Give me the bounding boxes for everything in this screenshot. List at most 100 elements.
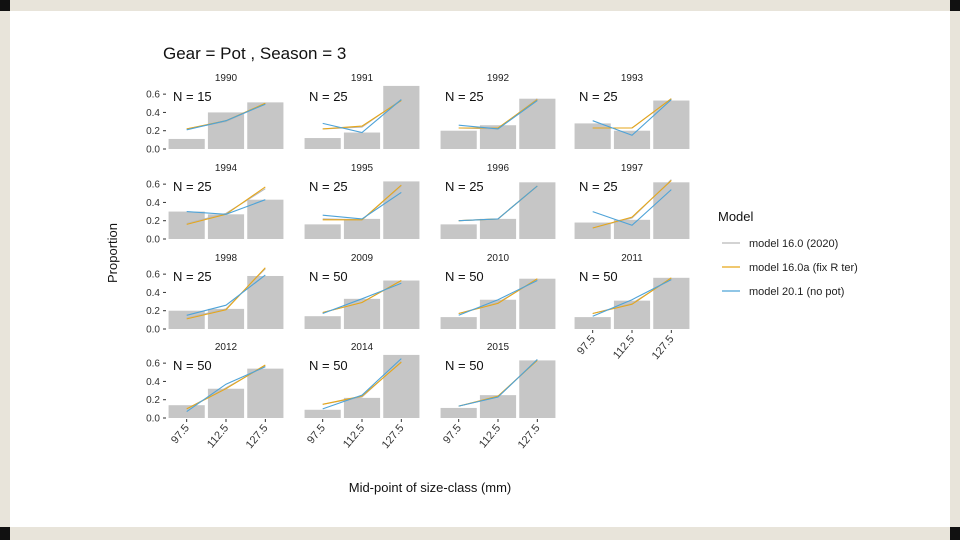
bar-97.5 (304, 316, 341, 329)
series-line-3 (458, 100, 538, 130)
y-tick-label: 0.2 (146, 306, 160, 317)
n-label: N = 50 (173, 358, 212, 373)
y-axis-title: Proportion (105, 223, 120, 283)
y-tick-label: 0.2 (146, 216, 160, 227)
legend-label: model 16.0 (2020) (749, 238, 838, 250)
y-tick-label: 0.0 (146, 235, 160, 246)
x-tick-label: 112.5 (611, 333, 637, 361)
bar-97.5 (574, 222, 611, 239)
legend-entry-3: model 20.1 (no pot) (722, 286, 844, 298)
bar-127.5 (383, 181, 420, 239)
n-label: N = 15 (173, 89, 212, 104)
series-line-2 (186, 267, 266, 320)
bar-112.5 (343, 397, 381, 418)
panel-year-label: 1997 (621, 163, 644, 174)
bar-97.5 (304, 224, 341, 239)
series-line-3 (186, 199, 266, 215)
n-label: N = 25 (173, 179, 212, 194)
legend-label: model 20.1 (no pot) (749, 286, 844, 298)
y-tick-label: 0.6 (146, 90, 160, 101)
corner-bottom-left (0, 527, 10, 540)
panel-year-label: 1992 (487, 73, 510, 84)
legend-entry-2: model 16.0a (fix R ter) (722, 262, 858, 274)
bar-127.5 (383, 85, 420, 149)
panel-year-label: 1993 (621, 73, 644, 84)
corner-top-right (950, 0, 960, 11)
bar-112.5 (479, 299, 517, 329)
panel-year-label: 2012 (215, 342, 238, 353)
panel-year-label: 1995 (351, 163, 374, 174)
bar-112.5 (479, 218, 517, 239)
y-tick-label: 0.4 (146, 108, 160, 119)
n-label: N = 25 (309, 89, 348, 104)
panel-year-label: 1991 (351, 73, 374, 84)
bar-127.5 (247, 199, 284, 239)
bar-97.5 (574, 123, 611, 149)
bar-112.5 (207, 388, 245, 418)
bar-97.5 (440, 317, 477, 329)
series-line-2 (322, 184, 402, 221)
series-line-3 (186, 366, 266, 413)
bar-112.5 (479, 395, 517, 418)
series-line-3 (322, 99, 402, 134)
x-axis-title: Mid-point of size-class (mm) (349, 480, 512, 495)
series-line-3 (592, 279, 672, 317)
corner-top-left (0, 0, 10, 11)
n-label: N = 50 (309, 269, 348, 284)
n-label: N = 25 (309, 179, 348, 194)
series-line-3 (458, 280, 538, 316)
series-line-2 (458, 99, 538, 129)
y-tick-label: 0.0 (146, 145, 160, 156)
legend-entry-1: model 16.0 (2020) (722, 238, 838, 250)
n-label: N = 25 (579, 179, 618, 194)
bar-127.5 (519, 98, 556, 149)
series-line-3 (458, 185, 538, 222)
y-tick-label: 0.6 (146, 359, 160, 370)
series-line-2 (592, 98, 672, 129)
series-line-1 (186, 188, 266, 225)
panel-year-label: 1996 (487, 163, 510, 174)
bar-97.5 (304, 409, 341, 418)
bar-112.5 (613, 130, 651, 149)
bar-112.5 (343, 218, 381, 239)
bar-112.5 (207, 214, 245, 239)
bar-97.5 (440, 224, 477, 239)
x-tick-label: 97.5 (169, 422, 192, 446)
x-tick-label: 112.5 (205, 422, 231, 450)
bar-112.5 (343, 132, 381, 149)
y-tick-label: 0.4 (146, 198, 160, 209)
bar-127.5 (247, 368, 284, 418)
bar-112.5 (207, 112, 245, 149)
panel-year-label: 2010 (487, 253, 510, 264)
bar-127.5 (247, 275, 284, 329)
slide (10, 11, 950, 527)
x-tick-label: 97.5 (575, 333, 598, 357)
x-tick-label: 112.5 (477, 422, 503, 450)
series-line-3 (322, 358, 402, 410)
bar-127.5 (383, 354, 420, 418)
y-tick-label: 0.2 (146, 126, 160, 137)
legend: Model model 16.0 (2020) model 16.0a (fix … (718, 209, 858, 298)
bar-112.5 (613, 219, 651, 239)
x-tick-label: 127.5 (650, 333, 677, 362)
n-label: N = 25 (445, 89, 484, 104)
bar-127.5 (519, 360, 556, 418)
series-line-3 (322, 191, 402, 220)
bar-112.5 (613, 300, 651, 329)
panel-year-label: 1998 (215, 253, 238, 264)
n-label: N = 50 (579, 269, 618, 284)
series-line-2 (322, 100, 402, 130)
series-line-3 (592, 99, 672, 136)
bar-112.5 (479, 125, 517, 149)
panel-year-label: 2014 (351, 342, 374, 353)
